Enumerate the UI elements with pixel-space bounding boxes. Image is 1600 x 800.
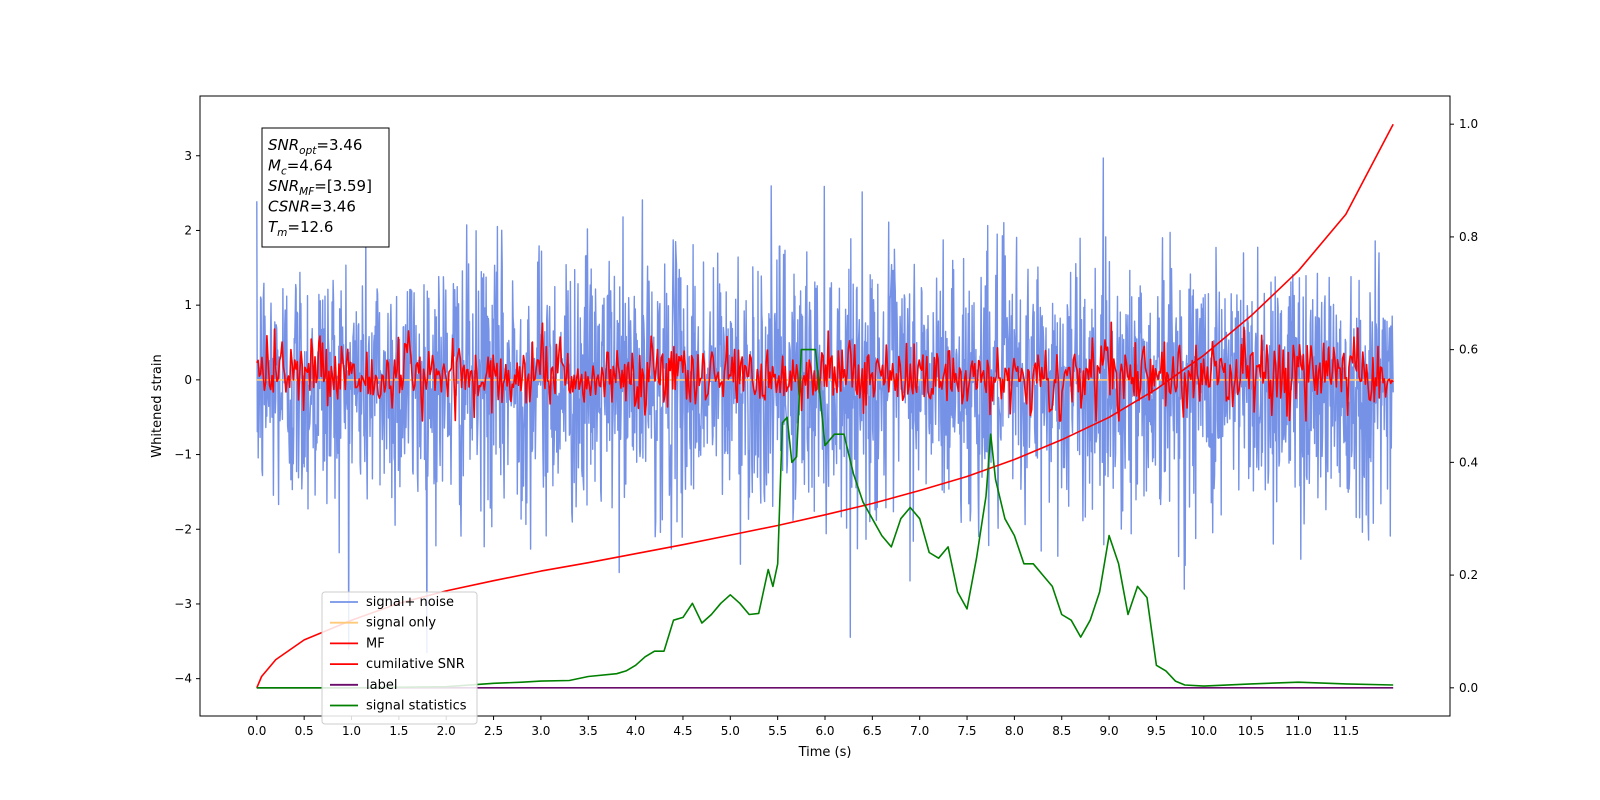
y-axis-right: 0.0 0.2 0.4 0.6 0.8 1.0 (1450, 117, 1478, 695)
annotation-line: SNRopt=3.46 (268, 136, 362, 157)
x-tick-label: 7.0 (910, 724, 929, 738)
x-tick-label: 7.5 (957, 724, 976, 738)
x-tick-label: 1.5 (389, 724, 408, 738)
x-tick-label: 0.5 (295, 724, 314, 738)
x-tick-label: 9.5 (1147, 724, 1166, 738)
y-tick-label: −1 (174, 448, 192, 462)
x-axis-label: Time (s) (798, 745, 852, 760)
x-tick-label: 4.0 (626, 724, 645, 738)
x-tick-label: 8.0 (1005, 724, 1024, 738)
x-tick-label: 10.5 (1238, 724, 1265, 738)
x-tick-label: 8.5 (1052, 724, 1071, 738)
series-mf (256, 321, 1394, 422)
y-tick-label: −4 (174, 672, 192, 686)
y2-tick-label: 0.2 (1459, 568, 1478, 582)
x-tick-label: 6.0 (815, 724, 834, 738)
series-signal-statistics (256, 348, 1394, 689)
legend-label: signal only (366, 616, 436, 631)
x-tick-label: 6.5 (863, 724, 882, 738)
legend-label: signal+ noise (366, 595, 454, 610)
legend-label: MF (366, 636, 385, 651)
legend-frame (321, 591, 478, 725)
y-tick-label: −3 (174, 597, 192, 611)
legend-label: cumilative SNR (366, 657, 465, 672)
y-axis-left: −4 −3 −2 −1 0 1 2 3 (174, 149, 200, 686)
annotation-frame (261, 127, 390, 248)
x-tick-label: 3.0 (531, 724, 550, 738)
y2-tick-label: 0.0 (1459, 681, 1478, 695)
legend-label: signal statistics (366, 699, 467, 714)
x-axis: 0.0 0.5 1.0 1.5 2.0 2.5 3.0 3.5 4.0 4.5 5.0 5.5 6.0 6… (247, 716, 1359, 738)
x-tick-label: 4.5 (673, 724, 692, 738)
annotation-line: Mc=4.64 (268, 157, 333, 178)
series-signal-noise (256, 157, 1394, 654)
y-tick-label: −2 (174, 522, 192, 536)
legend-label: label (366, 678, 397, 693)
annotation-line: SNRMF=[3.59] (268, 177, 372, 198)
annotation-line: Tm=12.6 (268, 218, 333, 239)
y-tick-label: 3 (184, 149, 192, 163)
x-tick-label: 9.0 (1100, 724, 1119, 738)
x-tick-label: 11.5 (1332, 724, 1359, 738)
x-tick-label: 1.0 (342, 724, 361, 738)
x-tick-label: 2.5 (484, 724, 503, 738)
y-tick-label: 2 (184, 223, 192, 237)
x-tick-label: 10.0 (1190, 724, 1217, 738)
y-axis-label: Whitened strain (150, 354, 165, 457)
y2-tick-label: 0.8 (1459, 230, 1478, 244)
y-tick-label: 1 (184, 298, 192, 312)
x-tick-label: 5.5 (768, 724, 787, 738)
y2-tick-label: 0.4 (1459, 455, 1478, 469)
y2-tick-label: 0.6 (1459, 343, 1478, 357)
annotation-line: CSNR=3.46 (268, 198, 356, 216)
y-tick-label: 0 (184, 373, 192, 387)
x-tick-label: 5.0 (721, 724, 740, 738)
x-tick-label: 3.5 (579, 724, 598, 738)
y2-tick-label: 1.0 (1459, 117, 1478, 131)
legend: signal+ noise signal only MF cumilative SNR… (321, 591, 478, 725)
x-tick-label: 0.0 (247, 724, 266, 738)
x-tick-label: 2.0 (437, 724, 456, 738)
x-tick-label: 11.0 (1285, 724, 1312, 738)
